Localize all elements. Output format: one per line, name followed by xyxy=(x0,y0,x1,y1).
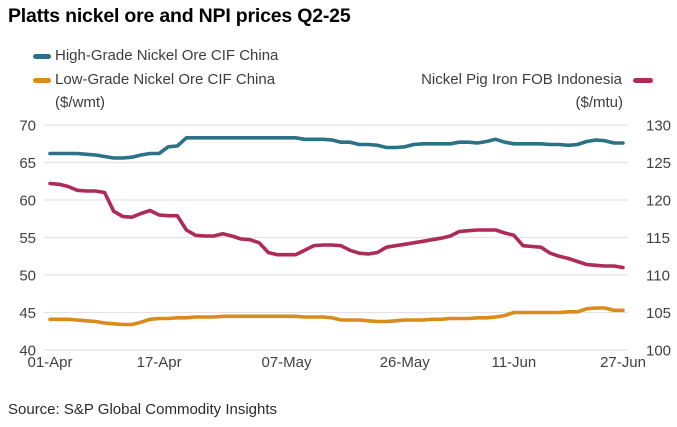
x-axis-tick: 07-May xyxy=(261,354,312,371)
x-axis-tick: 27-Jun xyxy=(600,354,646,371)
left-axis-tick: 70 xyxy=(19,118,36,135)
legend-label-low-grade: Low-Grade Nickel Ore CIF China xyxy=(55,71,276,88)
right-axis-tick: 100 xyxy=(646,343,671,360)
right-axis-tick: 125 xyxy=(646,155,671,172)
npi-legend-swatch xyxy=(633,78,653,83)
x-axis-tick: 11-Jun xyxy=(491,354,536,371)
low-grade-legend-swatch xyxy=(33,78,51,83)
legend-label-high-grade: High-Grade Nickel Ore CIF China xyxy=(55,47,279,64)
right-axis-tick: 120 xyxy=(646,193,671,210)
left-axis-unit: ($/wmt) xyxy=(55,94,105,111)
left-axis-tick: 50 xyxy=(19,268,36,285)
high-grade-legend-swatch xyxy=(33,54,51,59)
x-axis-tick: 26-May xyxy=(380,354,431,371)
right-axis-tick: 115 xyxy=(646,230,670,247)
right-axis-unit: ($/mtu) xyxy=(575,94,623,111)
right-axis-tick: 130 xyxy=(646,118,671,135)
right-axis-tick: 105 xyxy=(646,305,671,322)
series-line-high_grade xyxy=(48,135,625,160)
left-axis-tick: 45 xyxy=(19,305,36,322)
right-axis-tick: 110 xyxy=(646,268,670,285)
left-axis-tick: 55 xyxy=(19,230,36,247)
x-axis-tick: 01-Apr xyxy=(27,354,72,371)
price-chart: 70 130 65 125 60 120 55 115 50 110 45 105 40 100 01-Ap… xyxy=(19,118,671,372)
series-line-low_grade xyxy=(48,306,625,327)
chart-title: Platts nickel ore and NPI prices Q2-25 xyxy=(8,5,351,27)
left-axis-tick: 65 xyxy=(19,155,36,172)
series-line-npi xyxy=(48,181,625,270)
left-axis-tick: 60 xyxy=(19,193,36,210)
left-axis-tick: 40 xyxy=(19,343,36,360)
source-note: Source: S&P Global Commodity Insights xyxy=(8,401,278,418)
legend-label-npi: Nickel Pig Iron FOB Indonesia xyxy=(421,71,622,88)
x-axis-tick: 17-Apr xyxy=(137,354,182,371)
